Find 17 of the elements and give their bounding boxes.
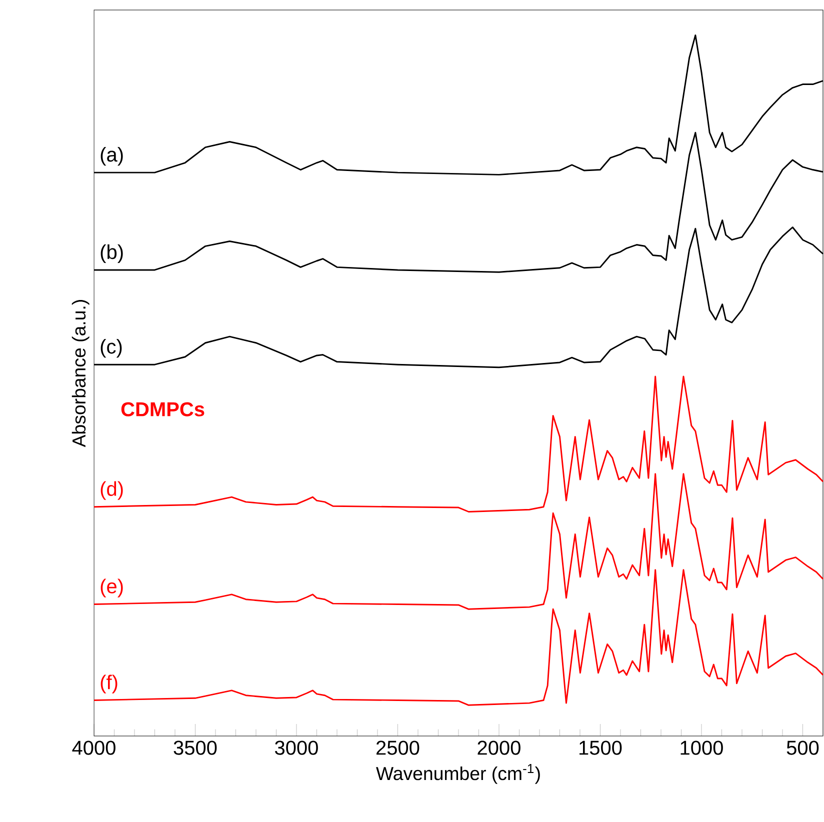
x-tick-label: 3500 <box>174 740 217 755</box>
x-axis-title: Wavenumber (cm$^{-1}$) <box>376 764 540 784</box>
x-tick-label: 3000 <box>275 740 318 755</box>
x-tick-label: 2500 <box>376 740 420 755</box>
series-label: (a) <box>100 147 123 166</box>
series-label: (d) <box>100 481 123 500</box>
x-tick-label: 1500 <box>580 740 622 755</box>
series-label: (f) <box>100 674 118 694</box>
y-axis-title: Absorbance (a.u.) <box>72 300 90 448</box>
x-tick-label: 1000 <box>680 740 723 755</box>
x-tick-label: 500 <box>786 740 819 755</box>
series-label: (e) <box>100 578 123 598</box>
x-tick-label: 4000 <box>72 740 116 755</box>
series-label: (b) <box>100 244 123 264</box>
x-tick-label: 2000 <box>478 740 520 755</box>
annotation: CDMPCs <box>121 402 204 416</box>
series-label: (c) <box>100 339 122 358</box>
